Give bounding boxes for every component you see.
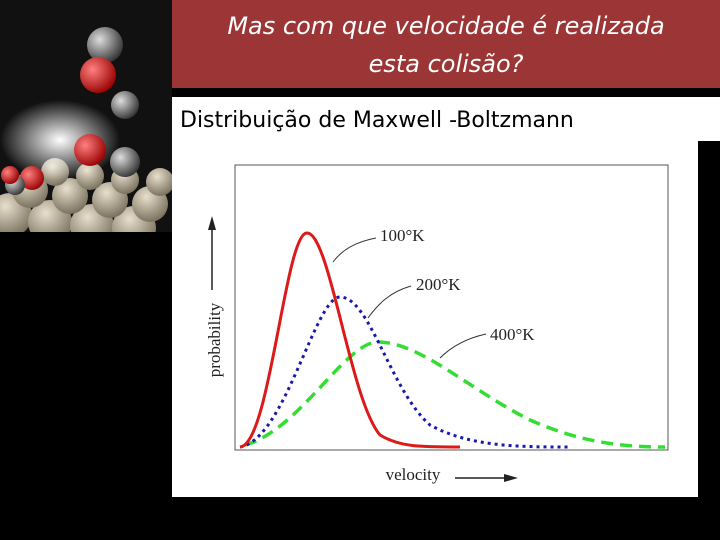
curve-label: 400°K (490, 325, 535, 344)
title-box (172, 0, 720, 88)
title-line: Mas com que velocidade é realizada (227, 12, 664, 40)
pointer-line (367, 285, 412, 319)
curve-200k (239, 295, 571, 449)
arrow-head (208, 216, 216, 230)
plot-frame (234, 164, 669, 451)
molecule-image (0, 0, 172, 232)
curve-400k (244, 340, 666, 449)
title-line: esta colisão? (369, 50, 524, 78)
subtitle: Distribuição de Maxwell -Boltzmann (180, 108, 574, 133)
pointer-line (439, 333, 487, 359)
curve-100k (239, 231, 461, 449)
curve-label: 100°K (380, 226, 425, 245)
subtitle-box (172, 97, 720, 141)
x-axis-label: velocity (386, 465, 441, 484)
figure-panel (172, 141, 698, 497)
pointer-line (332, 237, 377, 263)
arrow-head (504, 474, 518, 482)
y-axis-label: probability (205, 302, 224, 377)
curve-label: 200°K (416, 275, 461, 294)
